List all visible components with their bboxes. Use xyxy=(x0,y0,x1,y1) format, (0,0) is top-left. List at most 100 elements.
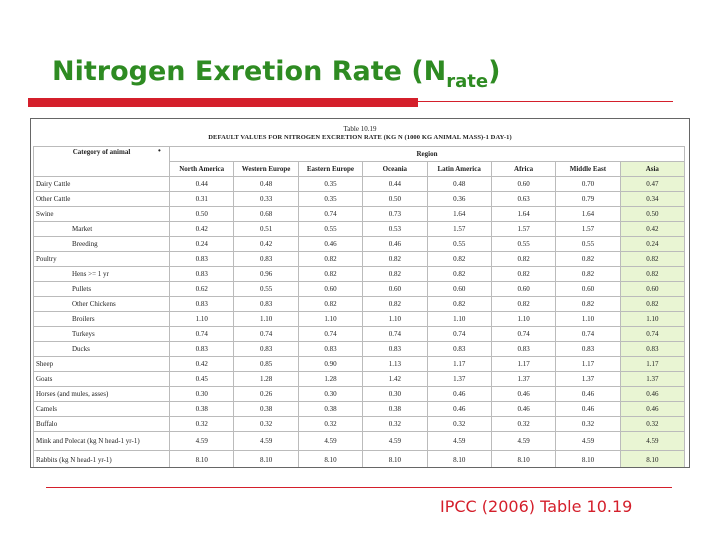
slide-title-main: Nitrogen Exretion Rate (N xyxy=(52,56,447,87)
rate-value-cell: 0.32 xyxy=(555,416,621,432)
rate-value-cell: 4.59 xyxy=(233,431,299,451)
animal-category-cell: Broilers xyxy=(33,311,170,327)
rate-value-cell: 0.83 xyxy=(362,341,428,357)
rate-value-cell: 0.83 xyxy=(168,296,235,312)
rate-value-cell: 0.31 xyxy=(168,191,235,207)
rate-value-cell: 1.64 xyxy=(490,206,557,222)
table-caption-title: DEFAULT VALUES FOR NITROGEN EXCRETION RA… xyxy=(208,134,512,141)
rate-value-cell: 0.50 xyxy=(619,206,686,222)
rate-value-cell: 0.96 xyxy=(233,266,299,282)
region-header: Region xyxy=(169,146,685,162)
rate-value-cell: 0.24 xyxy=(168,236,235,252)
title-underline-bar xyxy=(28,98,418,107)
table-row: Poultry 0.83 0.83 0.82 0.82 0.82 0.82 0.82 0.82 xyxy=(33,251,686,267)
animal-category-cell: Pullets xyxy=(33,281,170,297)
rate-value-cell: 8.10 xyxy=(426,450,492,467)
rate-value-cell: 0.46 xyxy=(426,401,492,417)
table-row: Turkeys 0.74 0.74 0.74 0.74 0.74 0.74 0.74 0.74 xyxy=(33,326,686,342)
rate-value-cell: 0.82 xyxy=(297,296,364,312)
rate-value-cell: 0.60 xyxy=(490,281,557,297)
excretion-rate-table: Category of animal Region North America W… xyxy=(33,146,686,467)
rate-value-cell: 0.60 xyxy=(555,281,621,297)
table-row: Pullets 0.62 0.55 0.60 0.60 0.60 0.60 0.60 0.60 xyxy=(33,281,686,297)
rate-value-cell: 0.82 xyxy=(619,266,686,282)
rate-value-cell: 0.74 xyxy=(168,326,235,342)
table-row: Market 0.42 0.51 0.55 0.53 1.57 1.57 1.57 0.42 xyxy=(33,221,686,237)
rate-value-cell: 0.73 xyxy=(362,206,428,222)
animal-category-cell: Rabbits (kg N head-1 yr-1) xyxy=(33,450,170,467)
table-row: Broilers 1.10 1.10 1.10 1.10 1.10 1.10 1.10 1.10 xyxy=(33,311,686,327)
rate-value-cell: 0.82 xyxy=(619,296,686,312)
rate-value-cell: 0.90 xyxy=(297,356,364,372)
rate-value-cell: 0.82 xyxy=(555,266,621,282)
rate-value-cell: 4.59 xyxy=(555,431,621,451)
rate-value-cell: 1.28 xyxy=(297,371,364,387)
title-underline-rule xyxy=(418,101,673,102)
rate-value-cell: 8.10 xyxy=(619,450,686,467)
rate-value-cell: 0.34 xyxy=(619,191,686,207)
animal-category-cell: Other Chickens xyxy=(33,296,170,312)
rate-value-cell: 0.85 xyxy=(233,356,299,372)
rate-value-cell: 0.42 xyxy=(168,356,235,372)
rate-value-cell: 0.82 xyxy=(619,251,686,267)
rate-value-cell: 0.60 xyxy=(490,176,557,192)
rate-value-cell: 0.63 xyxy=(490,191,557,207)
rate-value-cell: 8.10 xyxy=(362,450,428,467)
region-column-header: Oceania xyxy=(362,161,428,177)
region-column-header: Middle East xyxy=(555,161,621,177)
source-credit: IPCC (2006) Table 10.19 xyxy=(440,497,633,516)
footer-rule xyxy=(46,487,672,488)
rate-value-cell: 0.55 xyxy=(490,236,557,252)
rate-value-cell: 0.30 xyxy=(168,386,235,402)
rate-value-cell: 0.32 xyxy=(297,416,364,432)
rate-value-cell: 1.10 xyxy=(233,311,299,327)
animal-category-cell: Horses (and mules, asses) xyxy=(33,386,170,402)
rate-value-cell: 0.74 xyxy=(297,206,364,222)
rate-value-cell: 0.74 xyxy=(619,326,686,342)
rate-value-cell: 0.62 xyxy=(168,281,235,297)
rate-value-cell: 0.32 xyxy=(168,416,235,432)
rate-value-cell: 1.10 xyxy=(555,311,621,327)
rate-value-cell: 0.46 xyxy=(555,401,621,417)
rate-value-cell: 0.46 xyxy=(297,236,364,252)
rate-value-cell: 0.38 xyxy=(297,401,364,417)
rate-value-cell: 0.32 xyxy=(233,416,299,432)
animal-category-cell: Turkeys xyxy=(33,326,170,342)
table-header-row-region: Category of animal Region xyxy=(33,146,685,177)
rate-value-cell: 0.42 xyxy=(233,236,299,252)
rate-value-cell: 0.32 xyxy=(426,416,492,432)
rate-value-cell: 0.32 xyxy=(619,416,686,432)
region-column-header: Africa xyxy=(490,161,557,177)
animal-category-cell: Buffalo xyxy=(33,416,170,432)
rate-value-cell: 4.59 xyxy=(362,431,428,451)
animal-category-cell: Camels xyxy=(33,401,170,417)
rate-value-cell: 1.42 xyxy=(362,371,428,387)
rate-value-cell: 0.83 xyxy=(168,251,235,267)
rate-value-cell: 0.48 xyxy=(233,176,299,192)
rate-value-cell: 0.55 xyxy=(555,236,621,252)
animal-category-cell: Poultry xyxy=(33,251,170,267)
rate-value-cell: 0.47 xyxy=(619,176,686,192)
rate-value-cell: 0.68 xyxy=(233,206,299,222)
rate-value-cell: 0.82 xyxy=(297,266,364,282)
rate-value-cell: 1.37 xyxy=(619,371,686,387)
rate-value-cell: 8.10 xyxy=(297,450,364,467)
rate-value-cell: 0.83 xyxy=(168,341,235,357)
rate-value-cell: 1.28 xyxy=(233,371,299,387)
rate-value-cell: 0.83 xyxy=(490,341,557,357)
animal-category-cell: Sheep xyxy=(33,356,170,372)
rate-value-cell: 0.46 xyxy=(362,236,428,252)
rate-value-cell: 0.79 xyxy=(555,191,621,207)
table-row: Rabbits (kg N head-1 yr-1) 8.10 8.10 8.10 8.… xyxy=(33,450,686,467)
rate-value-cell: 4.59 xyxy=(168,431,235,451)
table-row: Swine 0.50 0.68 0.74 0.73 1.64 1.64 1.64 0.50 xyxy=(33,206,686,222)
animal-category-cell: Ducks xyxy=(33,341,170,357)
rate-value-cell: 0.45 xyxy=(168,371,235,387)
rate-value-cell: 0.74 xyxy=(297,326,364,342)
rate-value-cell: 0.35 xyxy=(297,176,364,192)
rate-value-cell: 0.50 xyxy=(168,206,235,222)
region-column-header: Asia xyxy=(619,161,686,177)
rate-value-cell: 0.60 xyxy=(619,281,686,297)
rate-value-cell: 8.10 xyxy=(168,450,235,467)
rate-value-cell: 4.59 xyxy=(426,431,492,451)
